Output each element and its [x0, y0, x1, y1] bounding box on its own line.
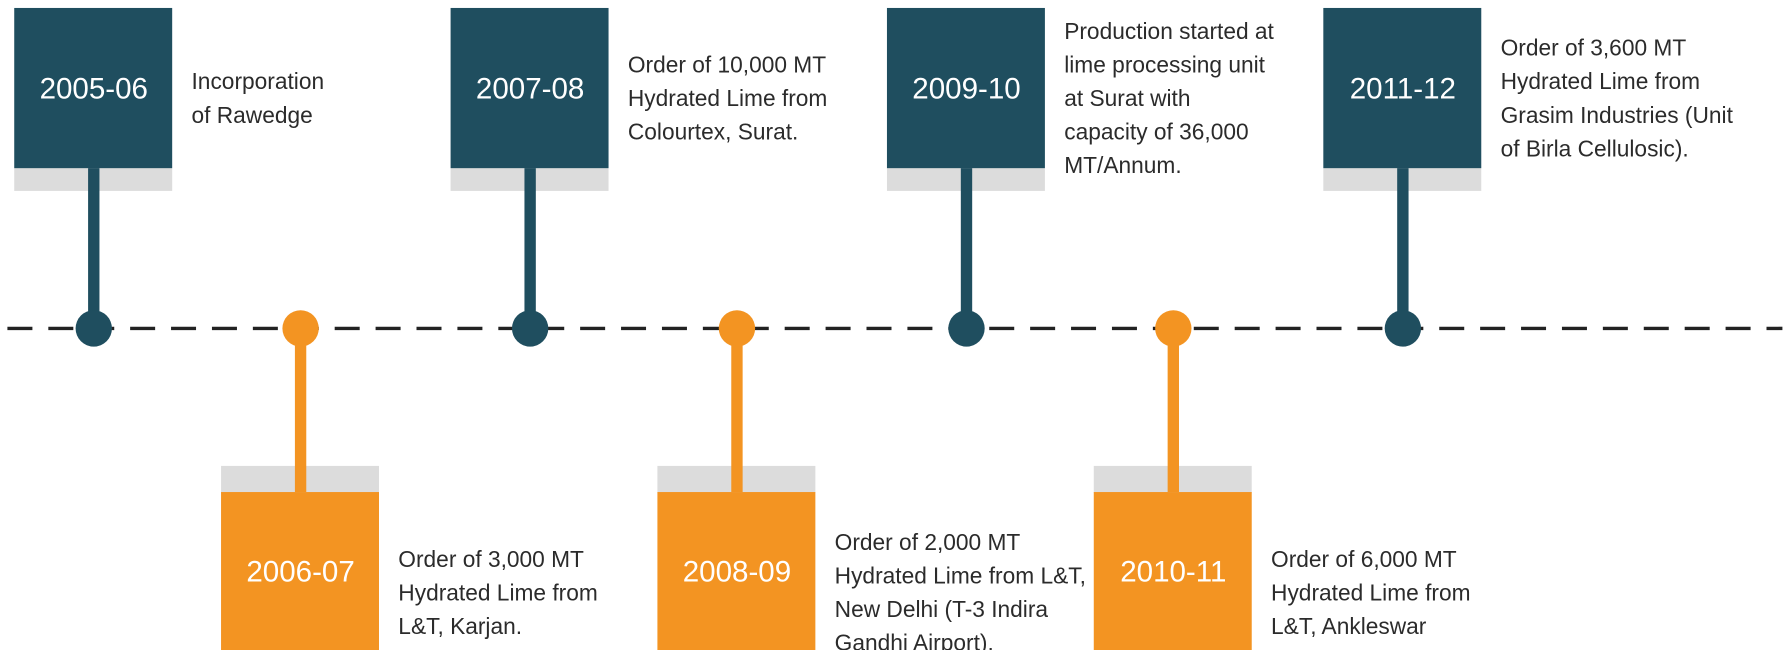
description-line: Order of 3,000 MT	[398, 546, 584, 572]
year-box	[1093, 492, 1252, 650]
milestone-dot	[75, 310, 112, 347]
year-box	[886, 7, 1045, 169]
description-line: Hydrated Lime from	[628, 85, 828, 111]
description-line: Grasim Industries (Unit	[1501, 102, 1734, 128]
description-line: lime processing unit	[1064, 51, 1265, 77]
milestone-dot	[1384, 310, 1422, 347]
description-line: Order of 3,600 MT	[1501, 35, 1687, 61]
milestone-dot	[948, 310, 985, 347]
description-line: Gandhi Airport).	[835, 630, 994, 650]
description-line: New Delhi (T-3 Indira	[835, 596, 1049, 622]
year-label: 2005-06	[40, 73, 148, 106]
description-line: at Surat with	[1064, 85, 1190, 111]
year-label: 2007-08	[476, 73, 584, 106]
description-line: L&T, Ankleswar	[1271, 613, 1427, 639]
year-label: 2011-12	[1350, 73, 1456, 106]
milestone-dot	[1155, 310, 1192, 347]
description-line: Hydrated Lime from	[1501, 68, 1701, 94]
description-line: of Rawedge	[192, 102, 313, 128]
description-line: L&T, Karjan.	[398, 613, 522, 639]
year-box	[1323, 7, 1482, 169]
year-label: 2006-07	[246, 556, 354, 589]
description-line: Order of 2,000 MT	[835, 529, 1021, 555]
year-box	[14, 7, 173, 169]
description-line: Hydrated Lime from	[1271, 579, 1471, 605]
description-line: Production started at	[1064, 18, 1274, 44]
description-line: Colourtex, Surat.	[628, 119, 798, 145]
year-box	[221, 492, 379, 650]
description-line: Hydrated Lime from	[398, 579, 598, 605]
year-label: 2009-10	[912, 73, 1020, 106]
milestone-dot	[282, 310, 319, 347]
year-label: 2008-09	[683, 556, 791, 589]
description-line: Incorporation	[192, 68, 325, 94]
description-line: Hydrated Lime from L&T,	[835, 563, 1086, 589]
description-line: MT/Annum.	[1064, 152, 1181, 178]
milestone-dot	[511, 310, 549, 347]
year-box	[450, 7, 609, 169]
year-box	[657, 492, 816, 650]
description-line: Order of 10,000 MT	[628, 51, 826, 77]
year-label: 2010-11	[1120, 556, 1226, 589]
description-line: capacity of 36,000	[1064, 119, 1248, 145]
description-line: of Birla Cellulosic).	[1501, 135, 1689, 161]
description-line: Order of 6,000 MT	[1271, 546, 1457, 572]
milestone-dot	[718, 310, 756, 347]
